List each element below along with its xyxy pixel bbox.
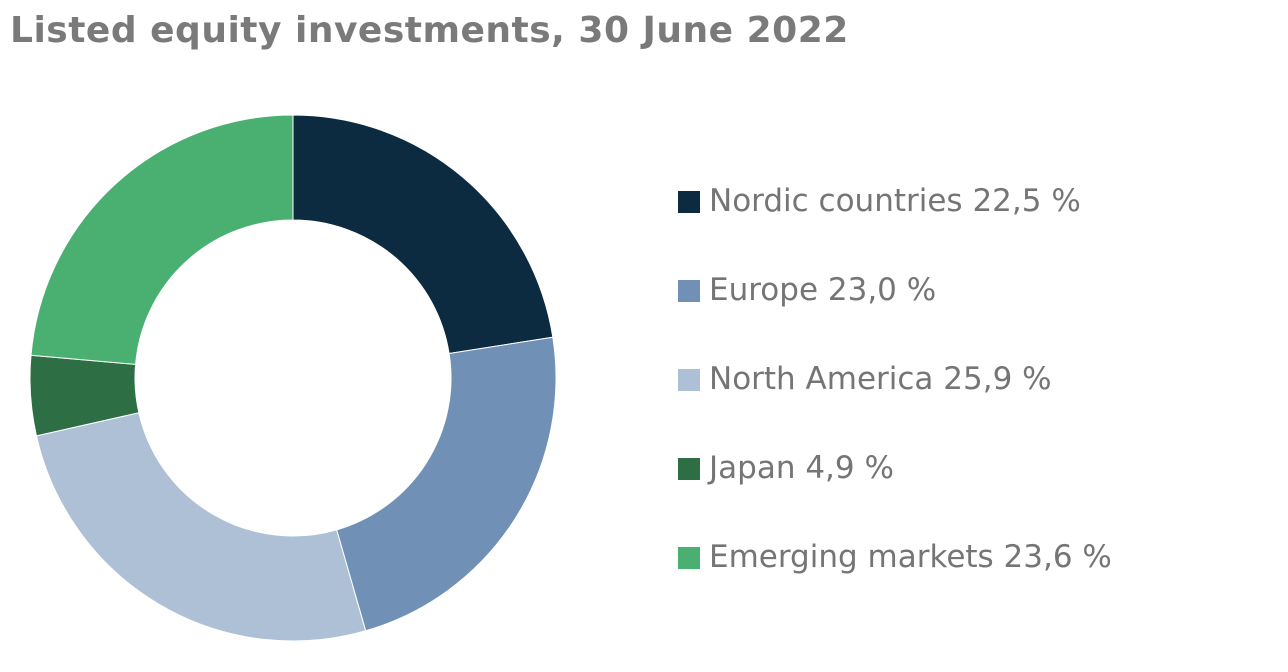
donut-slice-europe xyxy=(336,336,557,632)
donut-slice-north-america xyxy=(35,412,367,642)
legend-item-japan: Japan 4,9 % xyxy=(678,442,1278,531)
legend-label-emerging-markets: Emerging markets 23,6 % xyxy=(709,539,1112,575)
chart-legend: Nordic countries 22,5 % Europe 23,0 % Nort… xyxy=(678,175,1278,620)
legend-item-north-america: North America 25,9 % xyxy=(678,353,1278,442)
legend-label-nordic-countries: Nordic countries 22,5 % xyxy=(709,183,1081,219)
legend-swatch-japan xyxy=(678,458,700,480)
donut-slice-nordic-countries xyxy=(292,114,554,355)
legend-item-emerging-markets: Emerging markets 23,6 % xyxy=(678,531,1278,620)
legend-swatch-emerging-markets xyxy=(678,547,700,569)
legend-label-japan: Japan 4,9 % xyxy=(709,450,894,486)
donut-slice-emerging-markets xyxy=(30,114,294,365)
legend-item-nordic-countries: Nordic countries 22,5 % xyxy=(678,175,1278,264)
chart-title: Listed equity investments, 30 June 2022 xyxy=(10,10,849,51)
donut-chart xyxy=(29,114,557,642)
legend-swatch-north-america xyxy=(678,369,700,391)
legend-swatch-europe xyxy=(678,280,700,302)
legend-label-europe: Europe 23,0 % xyxy=(709,272,937,308)
legend-item-europe: Europe 23,0 % xyxy=(678,264,1278,353)
legend-swatch-nordic-countries xyxy=(678,191,700,213)
legend-label-north-america: North America 25,9 % xyxy=(709,361,1052,397)
